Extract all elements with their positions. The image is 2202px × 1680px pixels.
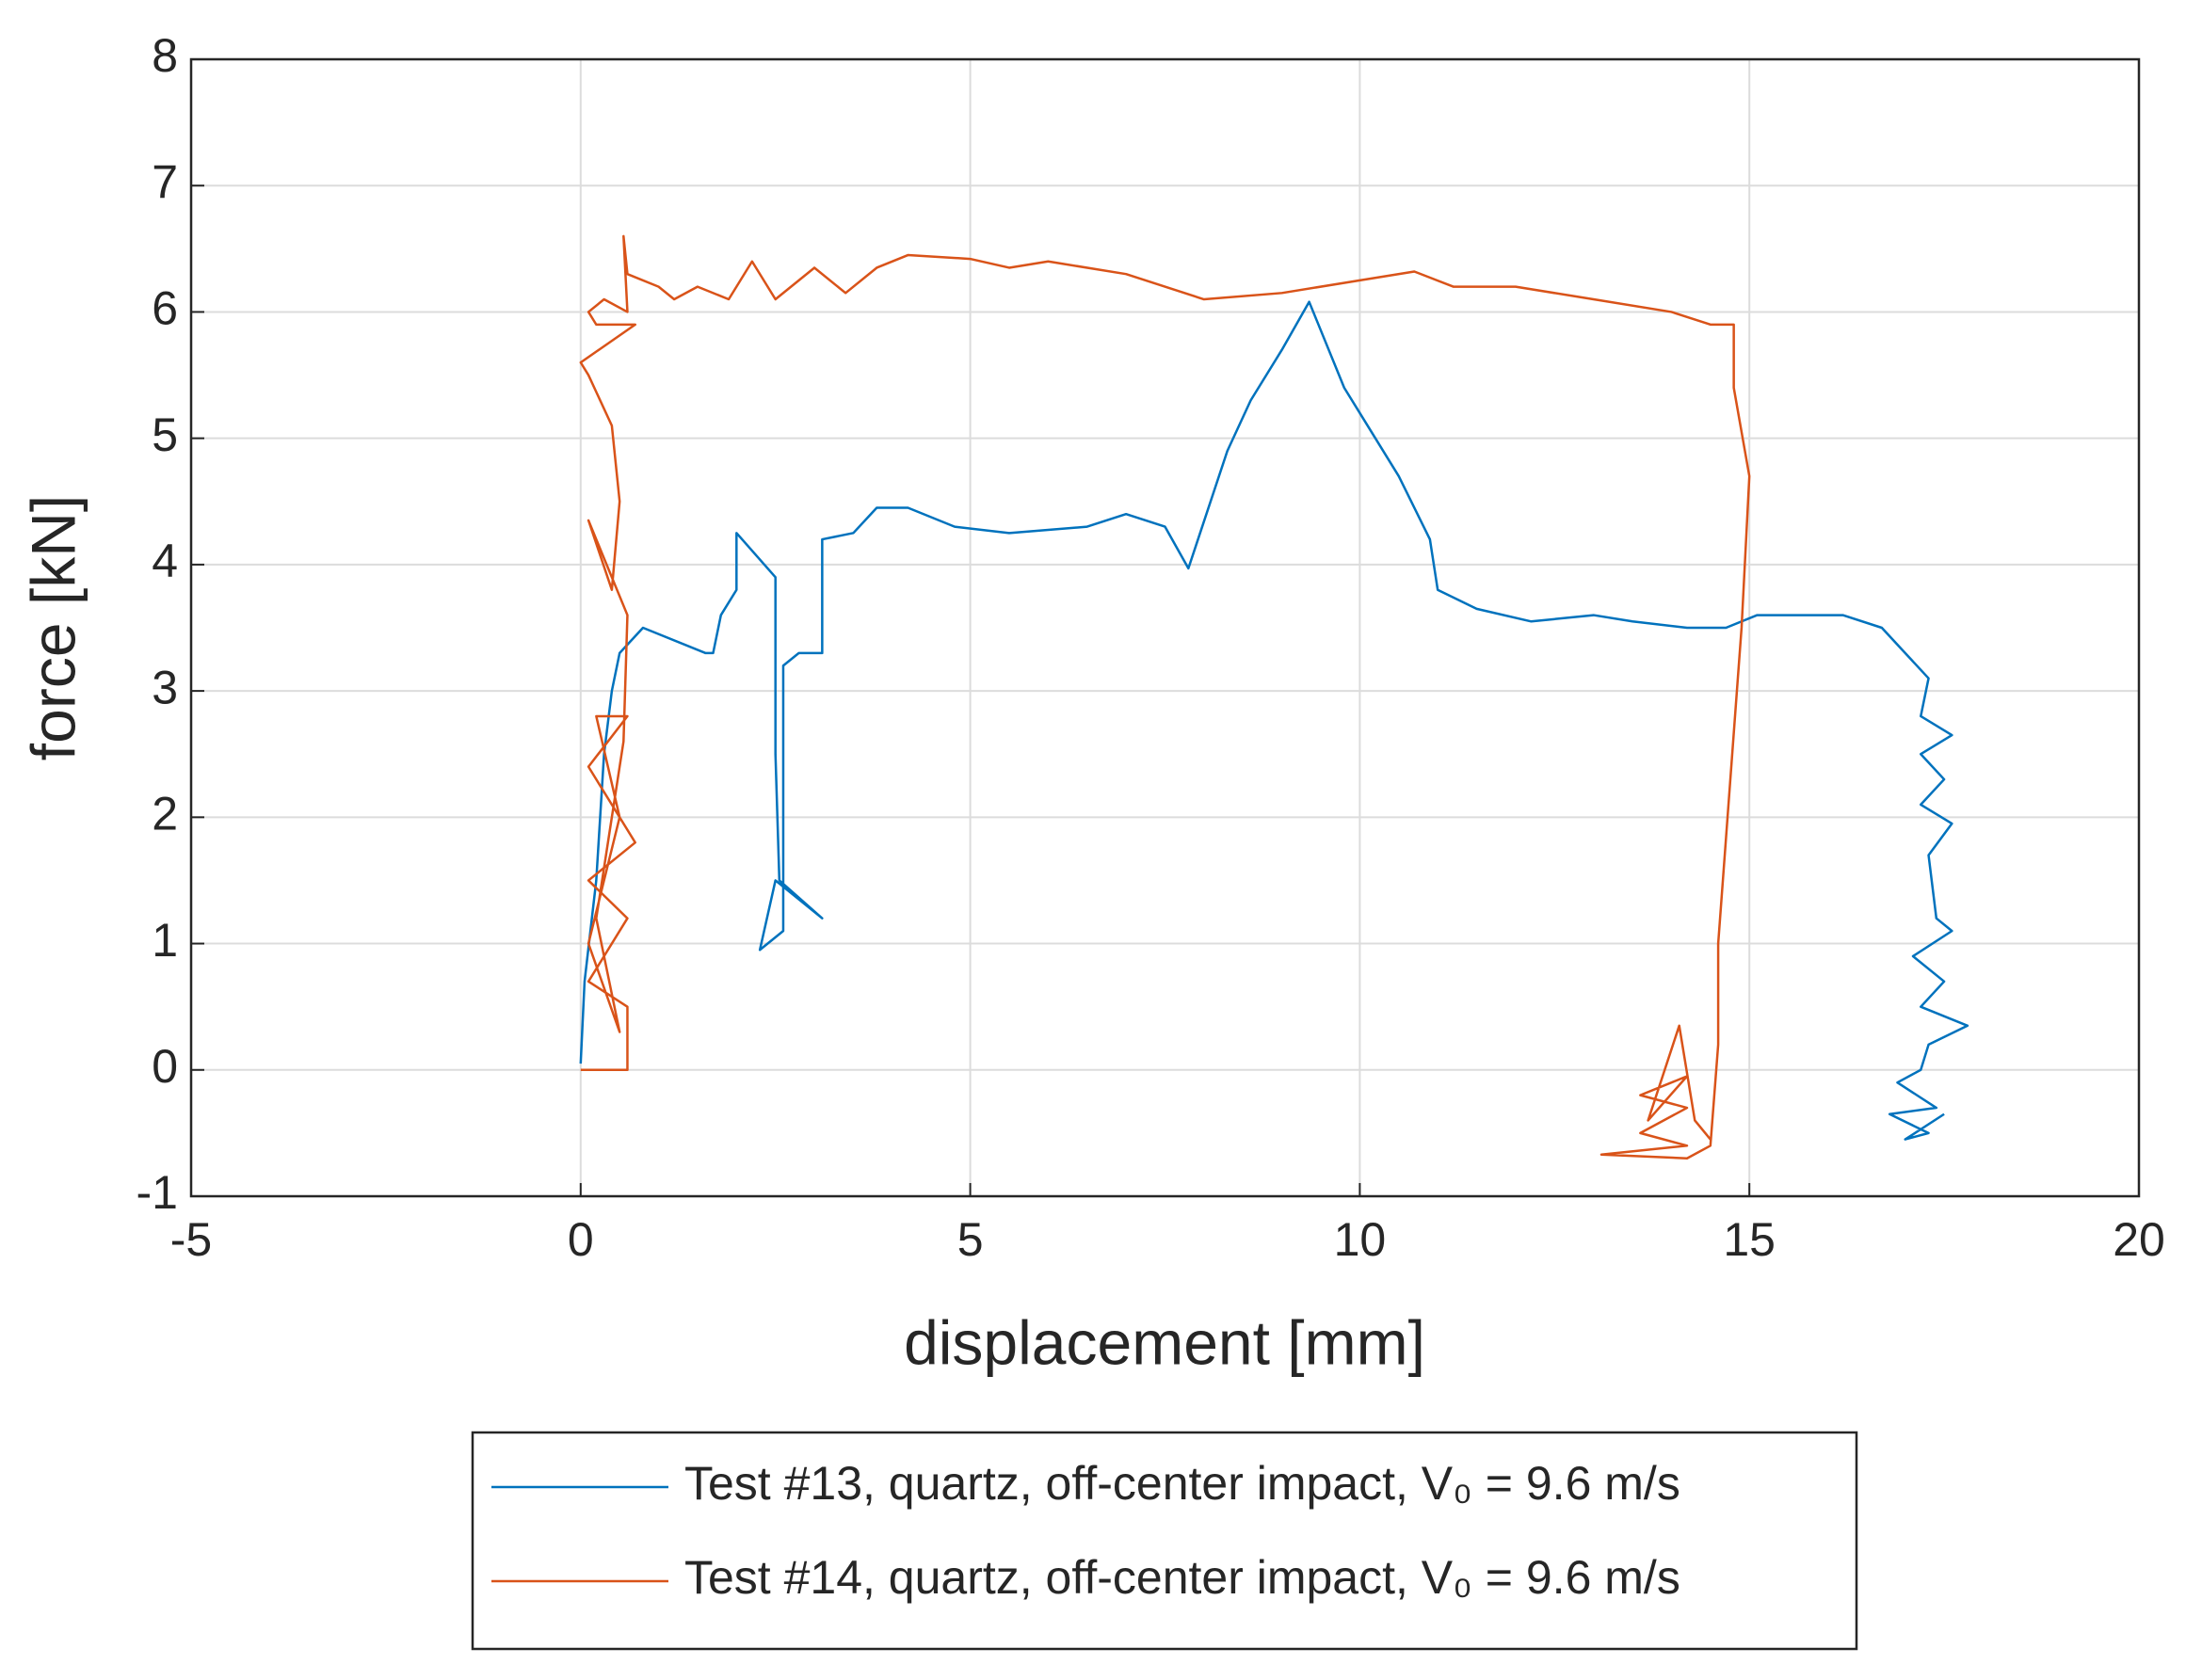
legend-label: Test #14, quartz, off-center impact, V₀ … — [684, 1551, 1680, 1604]
data-line — [579, 234, 1751, 1160]
y-tick-label: 7 — [152, 155, 178, 208]
x-tick-label: 20 — [2113, 1213, 2165, 1266]
data-line — [579, 300, 1969, 1141]
plot-frame — [189, 57, 2141, 1198]
x-axis-label: displacement [mm] — [904, 1307, 1425, 1377]
x-tick-label: 0 — [568, 1213, 594, 1266]
y-tick-label: 4 — [152, 535, 178, 587]
x-tick-label: 15 — [1723, 1213, 1776, 1266]
legend-box — [471, 1431, 1858, 1651]
legend-label: Test #13, quartz, off-center impact, V₀ … — [684, 1457, 1680, 1510]
y-axis-label: force [kN] — [18, 495, 88, 760]
y-tick-label: 1 — [152, 914, 178, 967]
y-tick-label: 5 — [152, 408, 178, 461]
y-tick-label: 0 — [152, 1040, 178, 1093]
x-tick-label: 5 — [957, 1213, 984, 1266]
y-tick-label: 3 — [152, 661, 178, 713]
y-tick-label: 6 — [152, 282, 178, 335]
y-tick-label: -1 — [137, 1166, 178, 1219]
x-tick-label: 10 — [1334, 1213, 1387, 1266]
y-tick-label: 8 — [152, 29, 178, 82]
y-tick-label: 2 — [152, 788, 178, 840]
x-tick-label: -5 — [170, 1213, 212, 1266]
